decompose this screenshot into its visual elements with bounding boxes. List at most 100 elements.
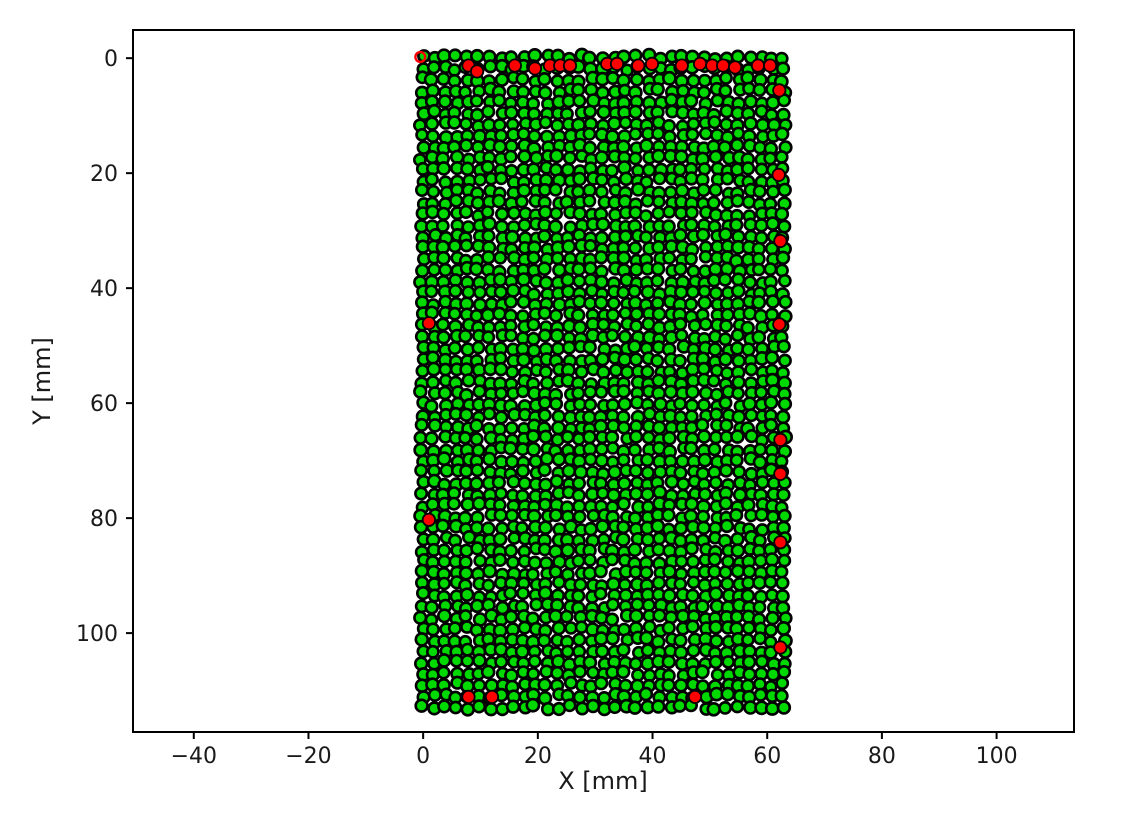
lattice-point — [708, 654, 723, 670]
lattice-point — [549, 474, 564, 489]
lattice-point — [730, 531, 745, 547]
lattice-point — [506, 474, 521, 489]
lattice-point — [471, 340, 486, 355]
lattice-point — [730, 283, 746, 299]
lattice-point — [426, 361, 442, 377]
lattice-point — [606, 296, 621, 311]
lattice-point — [640, 487, 655, 502]
lattice-point — [425, 622, 440, 637]
lattice-point — [481, 330, 496, 345]
lattice-point — [514, 644, 530, 659]
lattice-point — [730, 193, 745, 208]
lattice-point — [628, 104, 643, 120]
lattice-point — [777, 664, 792, 679]
x-tick-label: −40 — [171, 744, 217, 769]
lattice-point — [582, 429, 597, 445]
lattice-point — [720, 171, 735, 186]
lattice-point — [492, 552, 508, 568]
lattice-point — [730, 429, 745, 444]
lattice-point — [504, 105, 519, 120]
lattice-point — [504, 454, 520, 469]
lattice-point — [537, 306, 552, 321]
lattice-point — [425, 350, 441, 365]
lattice-point — [526, 441, 541, 457]
lattice-point — [537, 261, 552, 277]
lattice-point — [560, 272, 575, 288]
lattice-point — [585, 698, 601, 714]
lattice-point — [606, 576, 621, 592]
lattice-point — [684, 252, 698, 266]
lattice-point — [706, 701, 722, 717]
lattice-point — [662, 70, 677, 86]
lattice-point — [777, 353, 792, 368]
lattice-point — [774, 126, 790, 142]
lattice-point — [538, 497, 552, 512]
lattice-point — [775, 589, 790, 604]
lattice-point — [630, 182, 646, 197]
lattice-point — [414, 183, 429, 198]
lattice-point — [696, 429, 712, 444]
lattice-point — [435, 518, 450, 533]
lattice-point — [763, 262, 778, 276]
lattice-point — [627, 339, 642, 354]
lattice-point — [461, 285, 476, 300]
lattice-point — [586, 508, 601, 523]
lattice-point — [709, 633, 724, 649]
lattice-point — [652, 531, 667, 546]
lattice-point — [427, 418, 443, 433]
lattice-point — [640, 532, 656, 547]
lattice-point — [586, 665, 600, 680]
lattice-point — [424, 116, 440, 131]
lattice-point — [755, 475, 770, 490]
lattice-point — [473, 285, 487, 300]
lattice-point — [662, 205, 677, 219]
lattice-point — [596, 104, 612, 120]
lattice-point — [460, 642, 475, 657]
lattice-point — [436, 330, 451, 345]
lattice-point — [684, 541, 699, 556]
lattice-point — [663, 384, 679, 400]
lattice-point — [436, 250, 451, 266]
lattice-point — [572, 664, 587, 679]
lattice-point — [436, 451, 452, 467]
lattice-point — [642, 619, 657, 634]
lattice-point — [651, 148, 666, 164]
lattice-point — [753, 308, 769, 324]
outlier-point — [484, 689, 500, 705]
lattice-point — [710, 93, 725, 108]
lattice-point — [550, 665, 565, 681]
lattice-point — [673, 261, 688, 277]
lattice-point — [765, 294, 780, 309]
lattice-point — [582, 126, 597, 141]
y-tick-label: 80 — [90, 507, 118, 532]
lattice-point — [708, 586, 724, 602]
y-tick-label: 0 — [104, 47, 118, 72]
lattice-point — [595, 486, 610, 501]
lattice-point — [436, 665, 451, 680]
lattice-point — [694, 664, 710, 680]
x-axis-label: X [mm] — [558, 767, 648, 795]
lattice-point — [594, 644, 610, 659]
lattice-point — [731, 386, 745, 401]
lattice-point — [470, 195, 486, 210]
lattice-point — [752, 82, 767, 97]
lattice-point — [661, 678, 676, 693]
lattice-point — [516, 384, 530, 399]
lattice-point — [650, 82, 665, 97]
lattice-point — [628, 486, 644, 501]
outlier-point — [773, 432, 788, 447]
lattice-point — [617, 396, 633, 412]
lattice-point — [483, 701, 499, 717]
lattice-point — [707, 115, 722, 130]
lattice-point — [741, 620, 756, 635]
lattice-point — [552, 575, 566, 590]
lattice-point — [481, 250, 496, 265]
lattice-point — [720, 576, 735, 591]
lattice-point — [572, 509, 587, 524]
lattice-point — [719, 463, 734, 478]
outlier-point — [461, 689, 476, 705]
lattice-point — [458, 609, 473, 623]
outlier-point — [687, 689, 703, 705]
axis-ticks-layer: −40 −20 0 20 40 60 80 100 0 20 40 60 80 100 — [76, 47, 1018, 769]
lattice-point — [583, 452, 598, 467]
